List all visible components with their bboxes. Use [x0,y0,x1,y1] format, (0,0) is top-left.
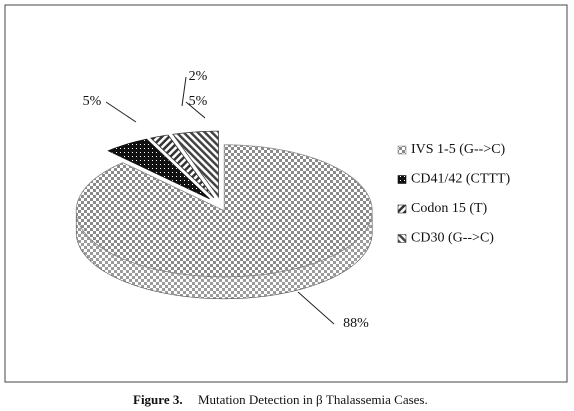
data-label: 5% [189,94,208,109]
leader-line [105,101,137,123]
legend-marker [397,145,407,155]
leader-line [297,291,335,325]
caption-label: Figure 3. [133,392,183,407]
legend-label: CD41/42 (CTTT) [411,172,510,187]
data-label: 2% [189,69,208,84]
slice [75,144,373,278]
leader-line [181,76,187,107]
slice [150,134,215,199]
data-label: 5% [83,94,102,109]
data-label: 88% [343,316,369,331]
legend-label: Codon 15 (T) [411,201,488,216]
slice [107,138,210,200]
legend-marker [397,234,407,243]
slice [172,130,219,199]
legend-marker [397,204,407,214]
legend-marker [397,175,407,184]
leader-line [185,101,206,119]
plot: 88% 5% 2% 5% IVS 1-5 (G-->C) CD41/42 (CTTT) Co… [75,69,510,331]
legend-label: CD30 (G-->C) [411,231,494,246]
legend-label: IVS 1-5 (G-->C) [411,142,506,157]
caption-text: Mutation Detection in β Thalassemia Case… [198,392,428,407]
